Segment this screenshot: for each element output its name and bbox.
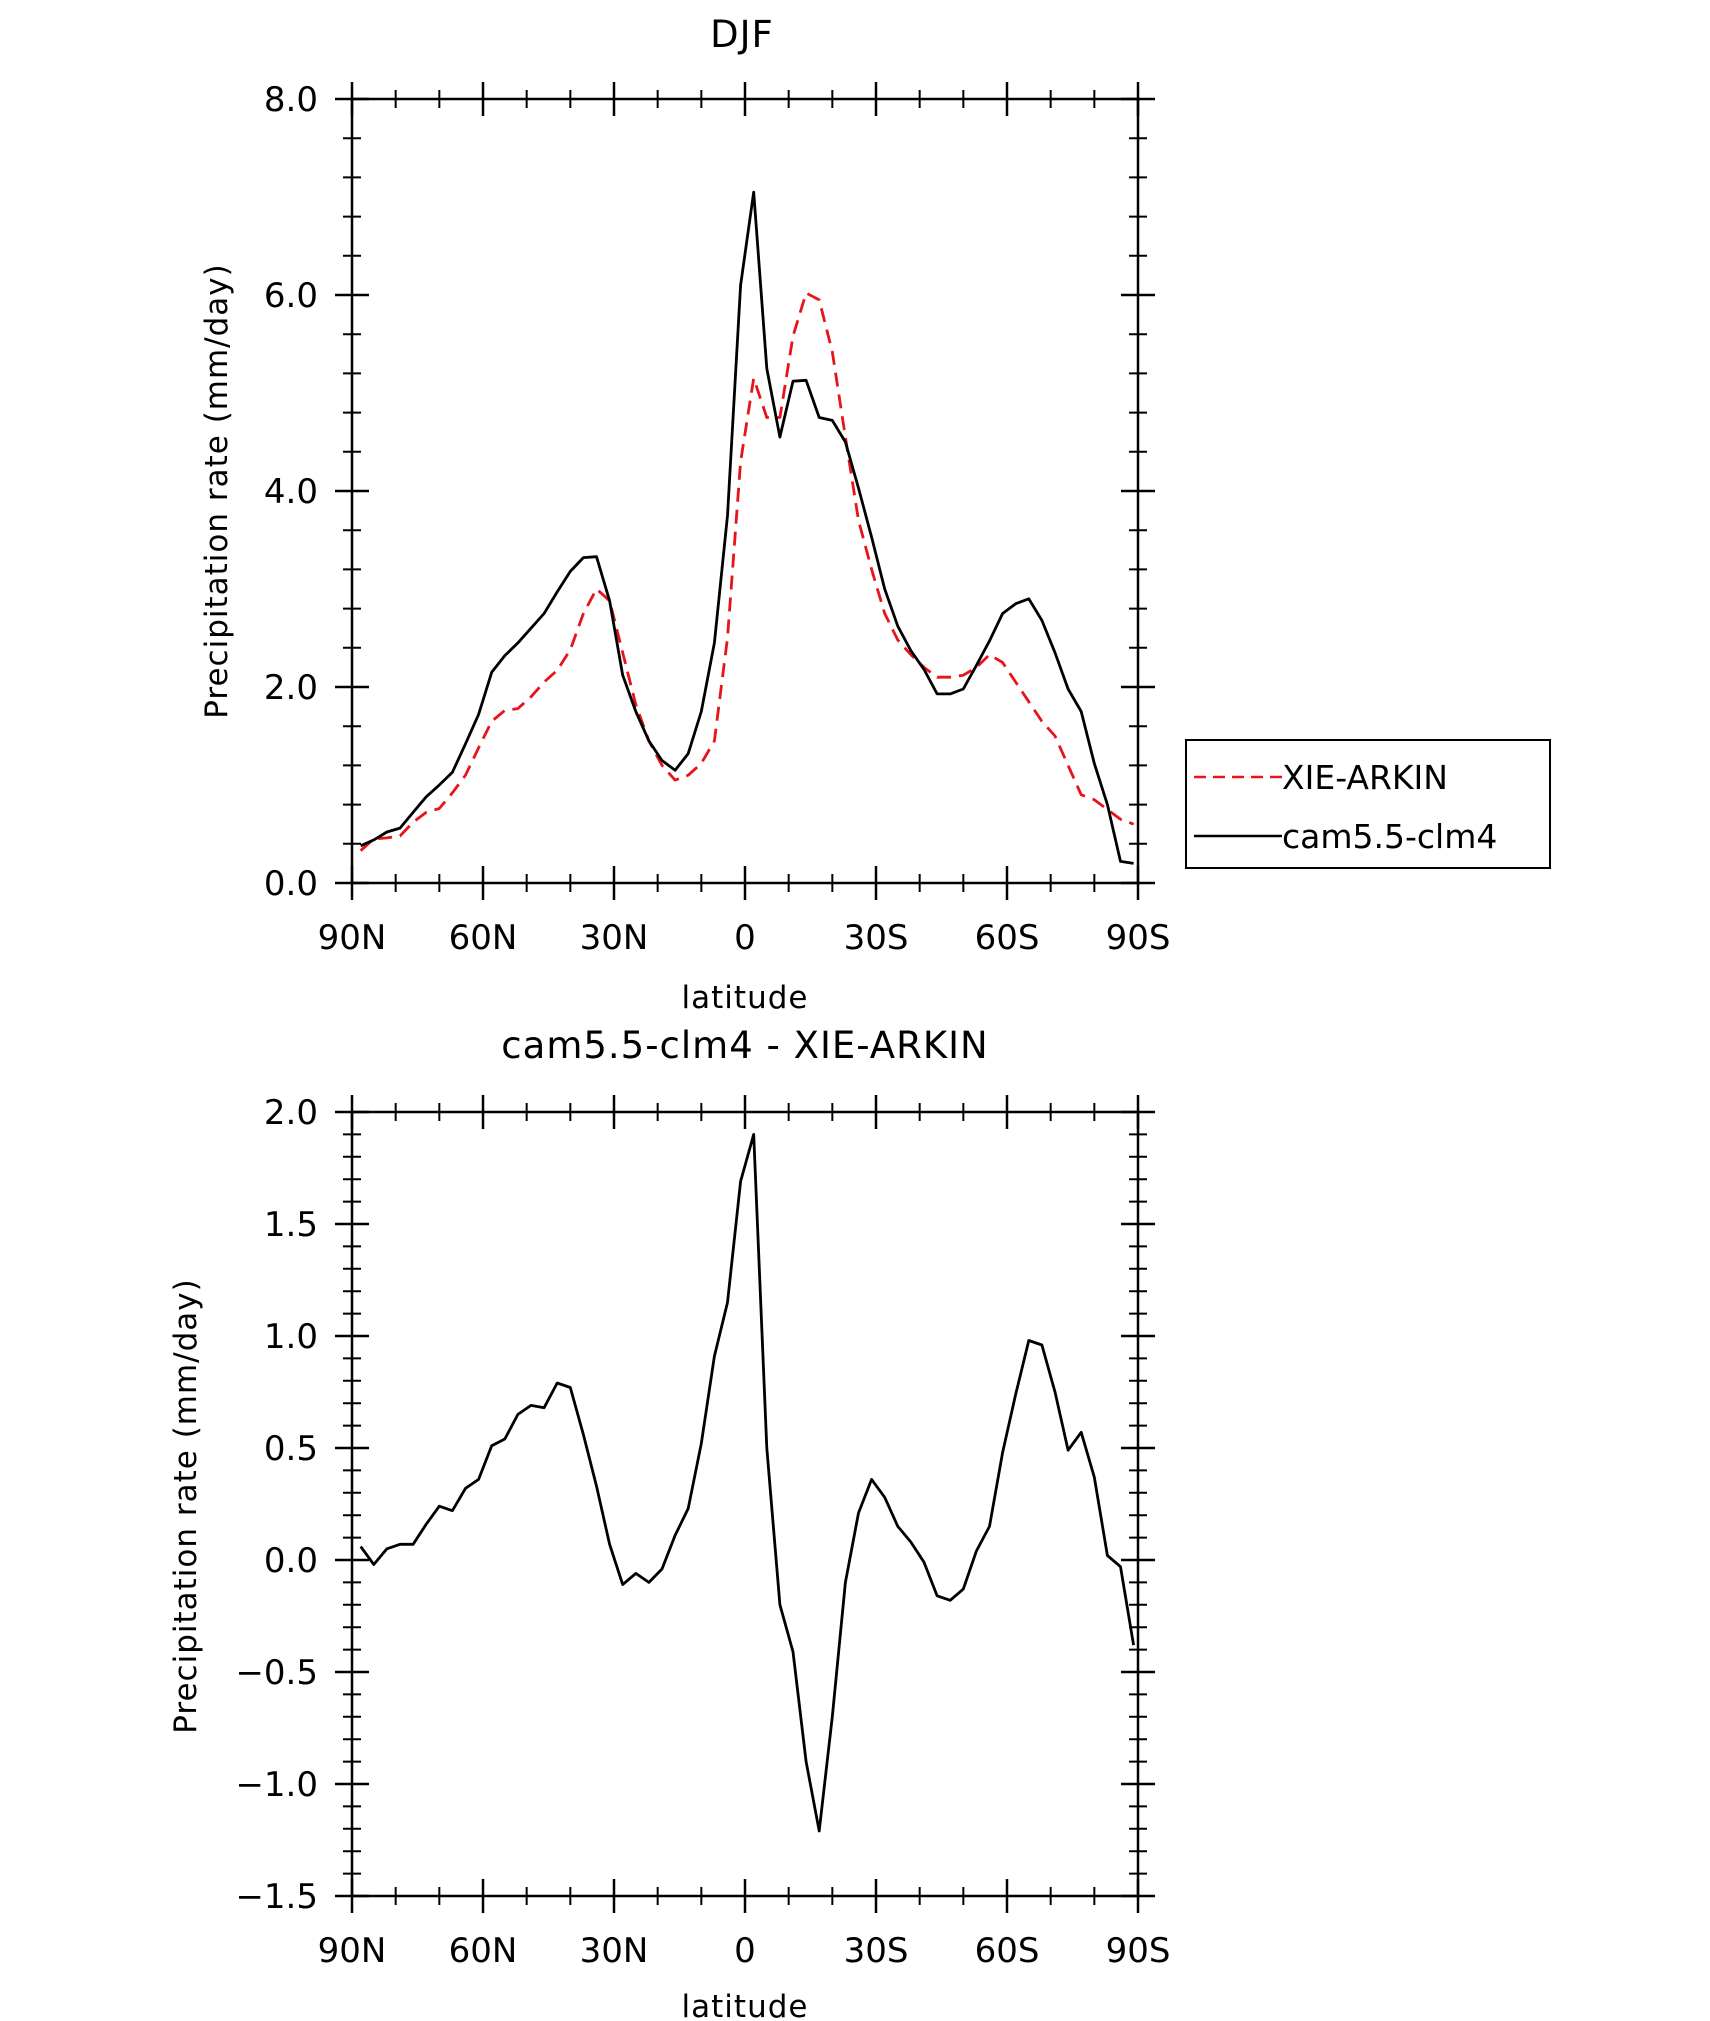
x-tick-label: 90N — [318, 918, 387, 958]
y-tick-label: 1.5 — [264, 1205, 318, 1245]
x-tick-label: 60S — [975, 918, 1040, 958]
x-tick-label: 90N — [318, 1931, 387, 1971]
y-tick-label: −0.5 — [235, 1653, 318, 1693]
y-tick-label: 2.0 — [264, 1093, 318, 1133]
y-tick-label: 6.0 — [264, 276, 318, 316]
panel-djf: DJF 90N 60N 30N 0 30S 60S 90S 0.0 2.0 4.0 6.0 8.0 l… — [199, 13, 1170, 1016]
plot-frame — [350, 1110, 1140, 1898]
x-tick-label: 30N — [580, 1931, 649, 1971]
chart-title: cam5.5-clm4 - XIE-ARKIN — [501, 1024, 988, 1067]
plot-frame — [350, 97, 1140, 885]
y-tick-label: 0.5 — [264, 1429, 318, 1469]
series-line-cam5.5-clm4-xie-arkin — [359, 1133, 1135, 1833]
x-tick-label: 90S — [1106, 918, 1171, 958]
y-tick-label: 8.0 — [264, 80, 318, 120]
y-tick-label: 2.0 — [264, 668, 318, 708]
y-tick-label: −1.0 — [235, 1765, 318, 1805]
legend: XIE-ARKIN cam5.5-clm4 — [1185, 739, 1551, 869]
legend-label-cam5.5-clm4: cam5.5-clm4 — [1282, 817, 1497, 856]
legend-label-xie-arkin: XIE-ARKIN — [1282, 758, 1448, 797]
legend-box — [1185, 739, 1551, 869]
y-tick-label: −1.5 — [235, 1877, 318, 1917]
series-line-cam5.5-clm4 — [360, 190, 1134, 865]
y-tick-label: 1.0 — [264, 1317, 318, 1357]
x-tick-label: 0 — [734, 918, 756, 958]
x-tick-label: 90S — [1106, 1931, 1171, 1971]
series-line-xie-arkin — [359, 291, 1135, 852]
y-tick-label: 0.0 — [264, 864, 318, 904]
chart-title: DJF — [710, 13, 774, 56]
x-tick-label: 0 — [734, 1931, 756, 1971]
y-tick-label: 0.0 — [264, 1541, 318, 1581]
y-axis-label: Precipitation rate (mm/day) — [168, 1278, 204, 1734]
x-tick-label: 60S — [975, 1931, 1040, 1971]
x-tick-label: 30N — [580, 918, 649, 958]
x-tick-label: 60N — [449, 1931, 518, 1971]
x-axis-label: latitude — [682, 1989, 809, 2021]
x-tick-label: 30S — [844, 918, 909, 958]
x-tick-label: 30S — [844, 1931, 909, 1971]
panel-difference: cam5.5-clm4 - XIE-ARKIN 90N 60N 30N 0 30S 60S… — [168, 1024, 1170, 2021]
y-tick-label: 4.0 — [264, 472, 318, 512]
x-axis-label: latitude — [682, 980, 809, 1016]
x-tick-label: 60N — [449, 918, 518, 958]
y-axis-label: Precipitation rate (mm/day) — [199, 263, 235, 719]
